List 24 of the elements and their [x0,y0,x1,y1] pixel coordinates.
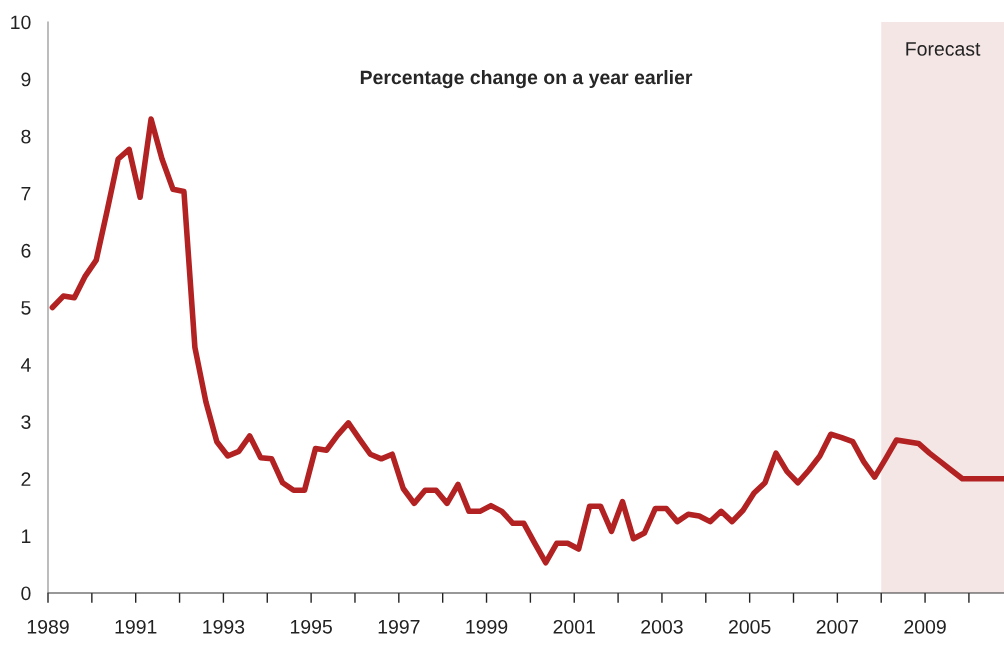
annotation: Percentage change on a year earlier [360,69,693,89]
y-tick-label: 2 [21,472,31,486]
x-tick-label: 1997 [378,619,420,634]
y-tick-label: 4 [20,358,31,372]
y-tick-label: 0 [21,586,31,601]
x-tick-label: 2001 [553,619,595,634]
y-tick-label: 1 [22,529,31,543]
y-tick-label: 10 [11,15,31,30]
x-tick-label: 1993 [203,619,245,634]
x-tick-label: 1999 [466,619,508,634]
x-tick-label: 1991 [115,619,157,634]
x-tick-label: 1989 [27,619,69,634]
x-tick-label: 2005 [729,619,771,634]
x-tick-label: 2009 [904,619,946,634]
x-tick-label: 2003 [641,619,683,634]
x-tick-label: 1995 [290,619,332,634]
x-tick-label: 2007 [816,619,859,634]
band-label: Forecast [906,42,981,56]
y-tick-label: 7 [21,186,31,201]
y-tick-label: 3 [21,415,31,429]
y-tick-label: 8 [21,129,31,144]
y-tick-label: 6 [21,243,31,258]
y-tick-label: 9 [21,72,31,87]
y-tick-label: 5 [21,301,31,315]
